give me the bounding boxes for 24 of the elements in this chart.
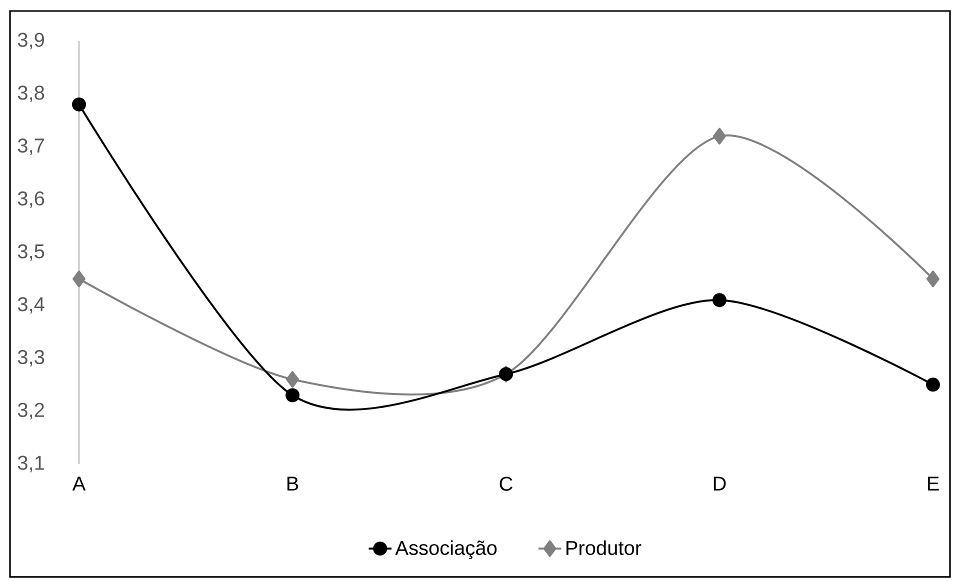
y-tick-label: 3,7: [18, 138, 44, 155]
x-tick-label: C: [500, 476, 512, 491]
point: [286, 371, 299, 388]
legend-label: Produtor: [566, 540, 642, 556]
point: [72, 97, 86, 112]
point: [712, 293, 726, 308]
x-tick-label: A: [72, 476, 86, 490]
y-tick-label: 3,3: [18, 350, 44, 366]
x-tick-label: D: [714, 476, 726, 490]
y-tick-label: 3,8: [18, 86, 44, 102]
y-tick-label: 3,6: [18, 191, 44, 208]
point: [926, 378, 940, 392]
x-tick-label: E: [928, 476, 939, 490]
point: [72, 270, 86, 288]
y-tick-label: 3,9: [18, 32, 44, 50]
y-tick-label: 3,1: [18, 456, 44, 472]
legend-label: Associação: [395, 540, 497, 560]
point: [713, 128, 726, 144]
point: [286, 388, 300, 402]
y-tick-label: 3,4: [18, 297, 44, 314]
y-tick-label: 3,2: [18, 402, 44, 420]
point: [926, 270, 940, 288]
x-tick-label: B: [287, 476, 298, 490]
y-tick-label: 3,5: [18, 244, 44, 261]
